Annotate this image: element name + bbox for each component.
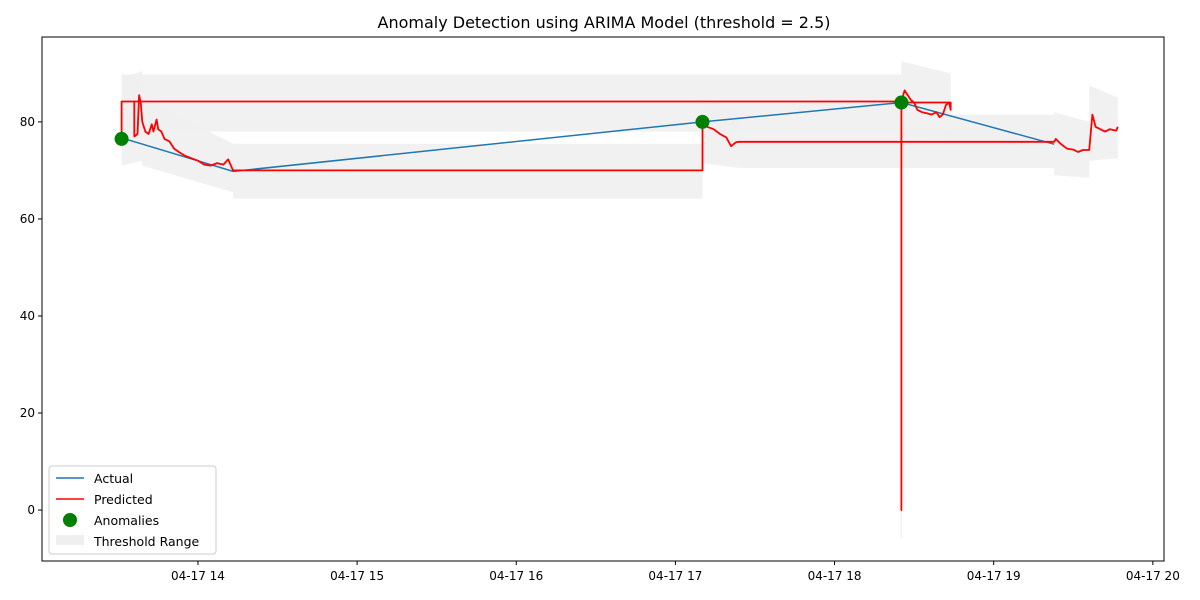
threshold-band [1089, 85, 1118, 161]
x-tick-label: 04-17 20 [1126, 569, 1180, 583]
chart-title: Anomaly Detection using ARIMA Model (thr… [378, 13, 831, 32]
legend-box [48, 465, 217, 555]
anomaly-points [114, 95, 909, 146]
x-tick-label: 04-17 16 [489, 569, 543, 583]
threshold-band [702, 95, 740, 168]
threshold-bands [121, 61, 1118, 539]
legend-threshold-label: Threshold Range [93, 534, 200, 549]
legend-predicted-label: Predicted [94, 492, 153, 507]
threshold-band [142, 97, 233, 193]
legend-threshold-swatch [56, 535, 84, 545]
y-tick-label: 0 [27, 503, 35, 517]
x-tick-label: 04-17 18 [808, 569, 862, 583]
y-tick-label: 80 [20, 115, 35, 129]
threshold-band [1054, 112, 1090, 178]
threshold-band [121, 74, 703, 132]
anomaly-point [114, 131, 129, 146]
legend: Actual Predicted Anomalies Threshold Ran… [48, 465, 217, 555]
legend-anomalies-swatch [63, 513, 77, 527]
anomaly-point [894, 95, 909, 110]
y-tick-label: 20 [20, 406, 35, 420]
x-tick-label: 04-17 15 [330, 569, 384, 583]
x-axis: 04-17 14 04-17 15 04-17 16 04-17 17 04-17 18… [171, 561, 1180, 583]
x-tick-label: 04-17 14 [171, 569, 225, 583]
x-tick-label: 04-17 17 [648, 569, 702, 583]
plot-frame [41, 36, 1165, 562]
legend-anomalies-label: Anomalies [94, 513, 159, 528]
x-tick-label: 04-17 19 [967, 569, 1021, 583]
y-axis: 0 20 40 60 80 [20, 115, 42, 517]
anomaly-point [695, 114, 710, 129]
y-tick-label: 40 [20, 309, 35, 323]
y-tick-label: 60 [20, 212, 35, 226]
legend-actual-label: Actual [94, 471, 133, 486]
